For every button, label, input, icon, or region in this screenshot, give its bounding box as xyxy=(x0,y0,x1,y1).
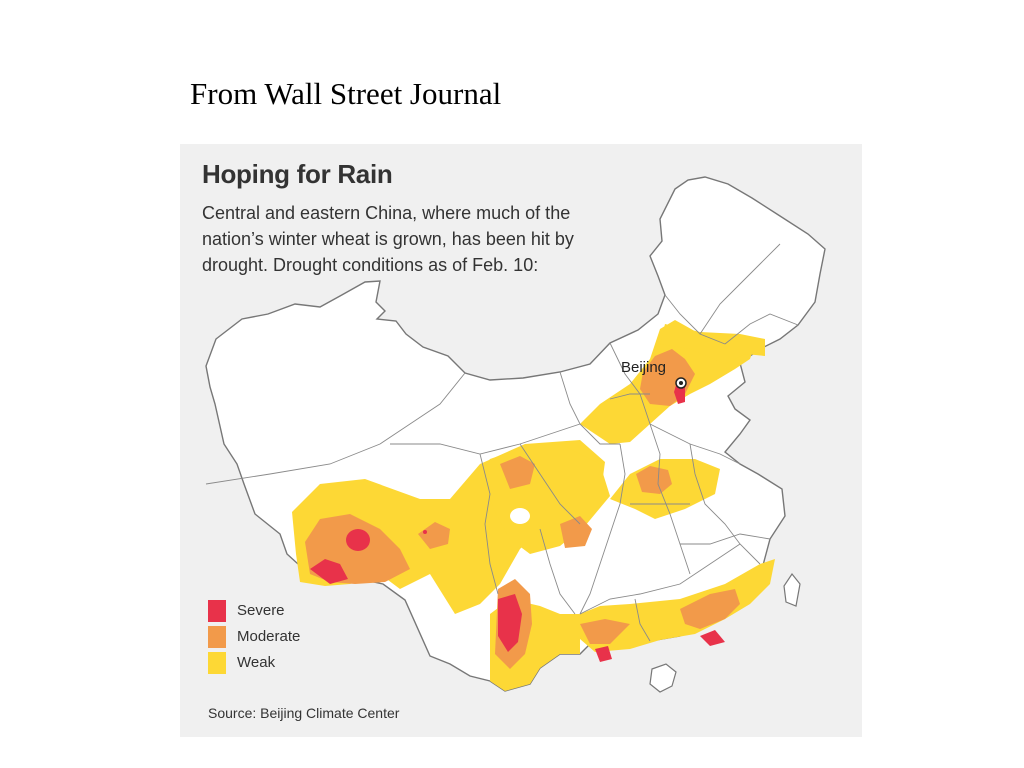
hainan-island xyxy=(649,663,677,693)
legend-swatch-severe xyxy=(208,600,226,622)
legend-item-weak: Weak xyxy=(208,651,408,674)
source-note: Source: Beijing Climate Center xyxy=(208,705,400,721)
legend-item-moderate: Moderate xyxy=(208,625,408,648)
description-line: drought. Drought conditions as of Feb. 1… xyxy=(202,255,539,275)
figure-description: Central and eastern China, where much of… xyxy=(202,200,642,278)
drought-map-figure: Hoping for Rain Central and eastern Chin… xyxy=(180,144,862,737)
description-line: nation’s winter wheat is grown, has been… xyxy=(202,229,574,249)
legend-label: Moderate xyxy=(237,628,301,645)
legend-item-severe: Severe xyxy=(208,599,408,622)
beijing-marker-icon xyxy=(675,377,687,389)
figure-title: Hoping for Rain xyxy=(202,159,393,189)
province-borders xyxy=(205,243,799,642)
legend-swatch-weak xyxy=(208,652,226,674)
legend-swatch-moderate xyxy=(208,626,226,648)
taiwan-island xyxy=(783,572,801,607)
beijing-label: Beijing xyxy=(621,359,667,376)
legend-label: Weak xyxy=(237,654,276,671)
legend-label: Severe xyxy=(237,602,285,619)
slide-caption: From Wall Street Journal xyxy=(190,76,502,111)
drought-severe-areas xyxy=(310,379,725,662)
china-drought-map xyxy=(205,176,826,693)
description-line: Central and eastern China, where much of… xyxy=(202,203,571,223)
